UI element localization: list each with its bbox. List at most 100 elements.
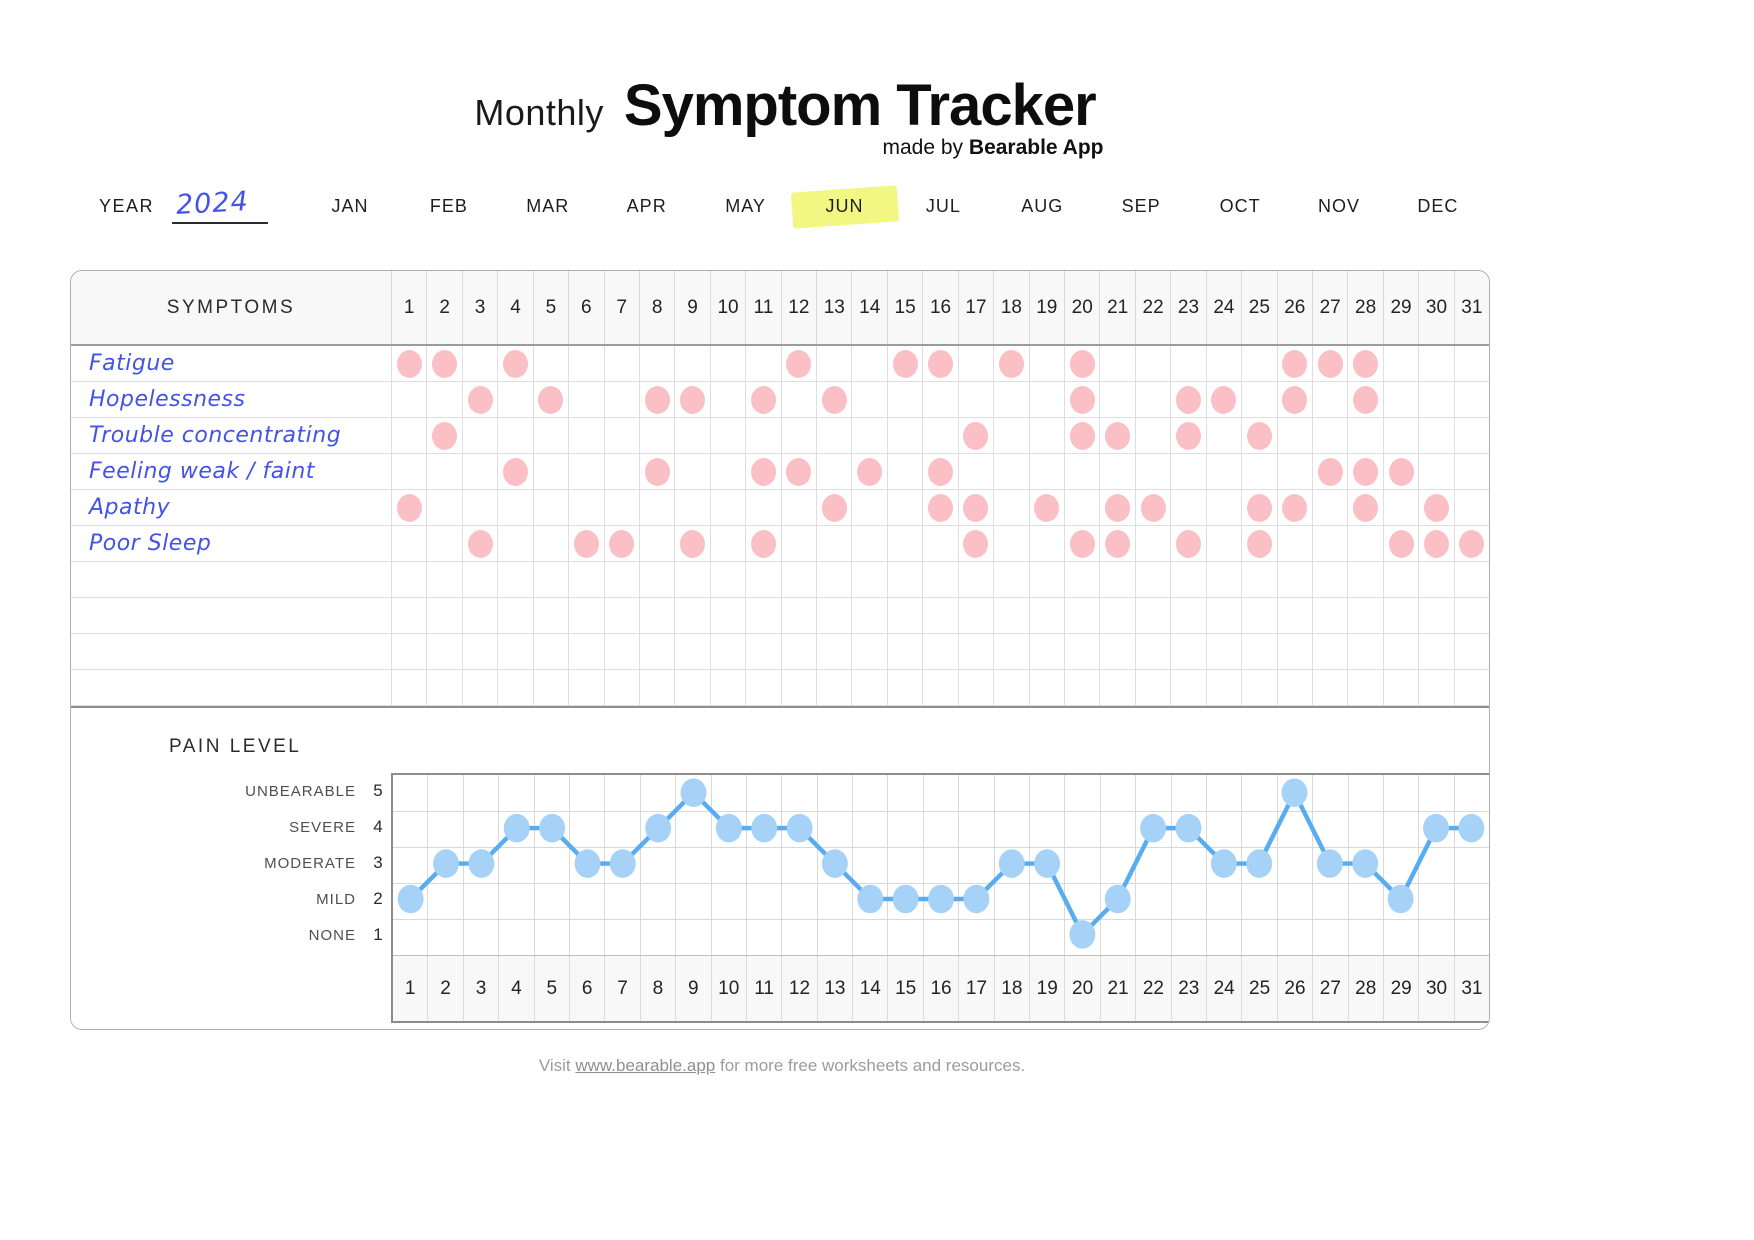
day-header-6: 6 [568,271,603,344]
pain-point-day-19 [1034,849,1061,878]
symptom-cell-day-14 [851,562,886,597]
symptom-dot [1317,457,1343,486]
empty-row [71,670,1489,706]
symptom-cell-day-30 [1418,418,1453,453]
symptom-cell-day-28 [1347,634,1382,669]
month-label: APR [626,196,667,216]
symptom-label: Feeling weak / faint [89,459,315,484]
pain-point-day-26 [1281,778,1308,807]
symptom-cell-day-27 [1311,670,1347,705]
symptom-cell-day-25 [1241,454,1276,489]
chart-day-12: 12 [781,956,816,1021]
symptom-dot [644,385,670,414]
symptom-cell-day-18 [993,418,1028,453]
symptom-cell-day-24 [1205,418,1241,453]
symptom-dot [1175,529,1201,558]
symptom-cell-day-23 [1170,562,1205,597]
symptom-cell-day-20 [1064,634,1099,669]
month-jan: JAN [331,196,368,217]
symptom-cell-day-10 [709,490,745,525]
symptom-label: Fatigue [89,351,175,376]
symptom-cell-day-31 [1453,346,1489,381]
symptom-cell-day-29 [1382,490,1418,525]
symptom-dot [1353,349,1379,378]
symptom-cell-day-7 [603,562,639,597]
symptom-cell-day-28 [1347,418,1382,453]
symptom-cell-day-17 [957,634,993,669]
pain-scale-label: NONE [308,926,356,944]
symptom-cell-day-26 [1276,418,1312,453]
pain-point-day-12 [786,813,813,843]
symptom-cell-day-15 [886,346,922,381]
symptom-dot [786,457,812,486]
symptom-cell-day-5 [532,634,568,669]
symptom-dot [1105,421,1131,450]
day-header-12: 12 [780,271,816,344]
day-header-28: 28 [1347,271,1382,344]
symptom-dot [538,385,564,414]
pain-point-day-21 [1104,884,1131,914]
symptom-cell-day-29 [1382,598,1418,633]
symptom-cell-day-23 [1170,526,1205,561]
symptom-cell-day-25 [1241,670,1276,705]
symptom-dot [963,421,989,450]
pain-level-title: PAIN LEVEL [169,736,302,757]
chart-day-23: 23 [1170,956,1206,1021]
symptom-cell-day-22 [1134,562,1170,597]
chart-day-7: 7 [604,956,639,1021]
pain-level-section: PAIN LEVEL UNBEARABLE 5 SEVERE 4 MODERATE 3 MI… [71,706,1489,1029]
symptom-cell-day-5 [532,490,568,525]
symptom-cell-day-15 [886,670,922,705]
chart-day-11: 11 [745,956,781,1021]
pain-point-day-15 [892,884,919,914]
symptom-cell-day-25 [1241,526,1276,561]
chart-column-gridline [675,775,710,955]
symptom-cell-day-17 [957,526,993,561]
symptom-cell-day-9 [674,490,709,525]
chart-day-16: 16 [922,956,958,1021]
symptom-cell-day-13 [816,634,851,669]
symptom-cell-day-4 [497,346,532,381]
symptom-cell-day-21 [1099,346,1134,381]
chart-day-13: 13 [816,956,852,1021]
day-header-31: 31 [1453,271,1489,344]
symptom-cell-day-4 [497,562,532,597]
symptom-cell-day-12 [780,526,816,561]
day-header-10: 10 [709,271,745,344]
chart-day-31: 31 [1453,956,1489,1021]
pain-point-day-13 [821,849,848,878]
footer-link[interactable]: www.bearable.app [575,1056,716,1075]
symptom-dot [1459,529,1485,558]
pain-point-day-10 [715,813,742,843]
symptom-cell-day-26 [1276,562,1312,597]
chart-column-gridline [887,775,922,955]
pain-scale-severe: SEVERE 4 [71,815,385,839]
symptom-cell-day-30 [1418,454,1453,489]
chart-day-21: 21 [1099,956,1135,1021]
symptom-dot [1282,385,1308,414]
chart-day-20: 20 [1064,956,1099,1021]
symptom-cell-day-18 [993,634,1028,669]
chart-day-24: 24 [1205,956,1241,1021]
symptom-cell-day-3 [461,454,497,489]
symptom-cell-day-11 [745,526,780,561]
symptom-cell-day-8 [638,382,674,417]
month-nov: NOV [1318,196,1360,217]
symptom-cell-day-2 [426,454,461,489]
pain-point-day-7 [609,849,636,878]
pain-point-day-31 [1458,813,1485,843]
symptom-cell-day-30 [1418,598,1453,633]
month-label: SEP [1121,196,1161,216]
symptom-cell-day-22 [1134,382,1170,417]
symptom-cell-day-23 [1170,418,1205,453]
symptom-cell-day-6 [568,346,603,381]
symptom-cell-day-30 [1418,490,1453,525]
symptom-cell-day-17 [957,562,993,597]
symptom-cell-day-26 [1276,598,1312,633]
chart-day-5: 5 [533,956,569,1021]
symptom-cell-day-3 [461,418,497,453]
symptom-cell-day-12 [780,454,816,489]
symptom-cell-day-13 [816,490,851,525]
symptom-cell-day-5 [532,454,568,489]
symptom-label: Apathy [89,495,171,520]
